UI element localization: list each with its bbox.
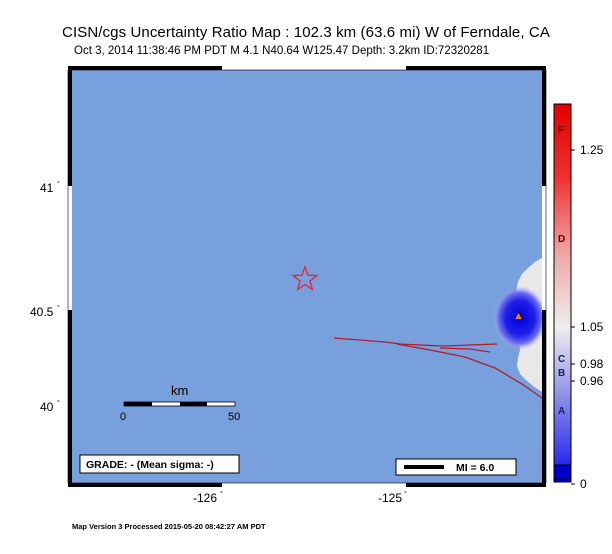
event-info: Oct 3, 2014 11:38:46 PM PDT M 4.1 N40.64… [74,45,490,57]
colorbar-grade-letters: F D CB A [558,125,565,417]
colorbar-letter-c: C [558,354,565,365]
colorbar-tick-label: 0.96 [580,374,604,388]
latitude-labels: 41 40.5 40 ° ° ° [30,180,60,414]
ocean-area [72,70,542,483]
lat-label-41: 41 [40,181,54,195]
longitude-labels: -126 -125 ° ° [193,490,407,505]
scale-bar-start: 0 [120,411,126,423]
svg-text:°: ° [57,399,60,407]
colorbar-letter-d: D [558,234,565,245]
map-frame [67,66,547,487]
grade-box: GRADE: - (Mean sigma: -) [79,454,240,474]
colorbar-tick-label: 0 [580,477,587,491]
scale-bar-end: 50 [228,411,240,423]
mi-legend-box: MI = 6.0 [395,458,517,476]
svg-text:°: ° [57,304,60,312]
map-title: CISN/cgs Uncertainty Ratio Map : 102.3 k… [62,24,550,41]
mi-legend-text: MI = 6.0 [456,462,494,474]
epicenter-star-icon [291,265,319,292]
svg-text:°: ° [220,490,223,498]
scale-bar-title: km [171,383,188,398]
color-scale-bar: F D CB A 1.25 1.05 0.98 0.96 0 [553,103,604,491]
colorbar-tick-label: 0.98 [580,357,604,371]
lat-label-40: 40 [40,400,54,414]
fault-lines [333,337,542,399]
colorbar-letter-b: B [558,368,565,379]
colorbar-ticks: 1.25 1.05 0.98 0.96 0 [571,143,604,491]
station-triangle-icon [514,311,523,320]
lon-label-126: -126 [193,491,217,505]
grade-text: GRADE: - (Mean sigma: -) [86,459,214,471]
map-version-footer: Map Version 3 Processed 2015-05-20 08:42… [72,522,266,531]
colorbar-tick-label: 1.25 [580,143,604,157]
colorbar-letter-a: A [558,406,565,417]
lat-label-40-5: 40.5 [30,305,54,319]
svg-text:°: ° [404,490,407,498]
svg-text:°: ° [57,180,60,188]
colorbar-tick-label: 1.05 [580,320,604,334]
colorbar-letter-f: F [558,125,564,136]
lon-label-125: -125 [378,491,402,505]
scale-bar: km 0 50 [120,383,240,423]
